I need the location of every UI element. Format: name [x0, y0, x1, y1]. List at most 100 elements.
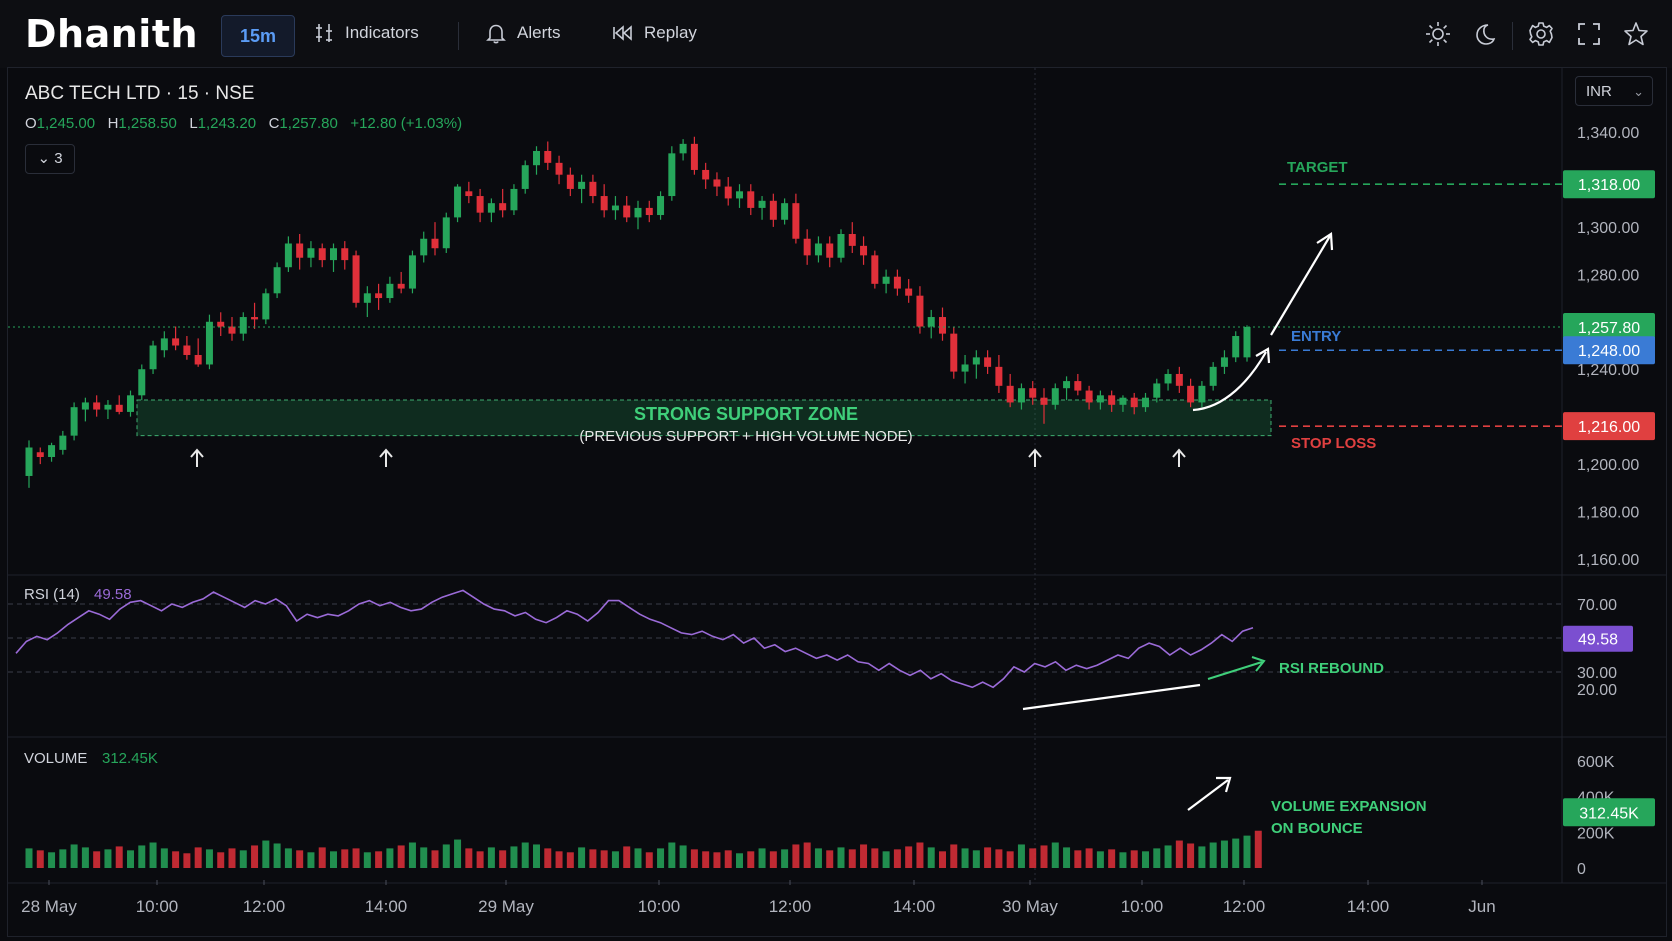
- time-label: 10:00: [638, 897, 681, 916]
- volume-bar: [1051, 842, 1059, 868]
- candle-body: [893, 276, 901, 289]
- candle-body: [995, 366, 1003, 386]
- candle-body: [1187, 385, 1195, 403]
- candle: [927, 309, 935, 339]
- toolbar-divider: [1512, 22, 1513, 50]
- sun-icon[interactable]: [1424, 20, 1452, 48]
- volume-bar: [972, 850, 980, 868]
- volume-bar: [160, 848, 168, 868]
- volume-bar: [555, 851, 563, 868]
- candle-body: [1096, 395, 1104, 403]
- price-tick-label: 1,160.00: [1577, 552, 1639, 569]
- timeframe-button[interactable]: 15m: [221, 15, 295, 57]
- candle-body: [1198, 385, 1206, 403]
- rsi-value-label: 49.58: [94, 586, 132, 603]
- volume-bar: [318, 847, 326, 868]
- stop-loss-price-label: 1,216.00: [1578, 419, 1640, 436]
- volume-bar: [138, 845, 146, 868]
- candle-body: [1232, 336, 1240, 358]
- candle: [228, 317, 236, 341]
- rsi-tick-label: 20.00: [1577, 682, 1617, 699]
- volume-bar: [769, 851, 777, 868]
- currency-select[interactable]: INR ⌄: [1575, 76, 1653, 106]
- star-icon[interactable]: [1622, 20, 1650, 48]
- candle-body: [408, 255, 416, 289]
- candle: [262, 288, 270, 325]
- gear-icon[interactable]: [1527, 20, 1555, 48]
- volume-bar: [149, 842, 157, 868]
- rsi-value-tag-label: 49.58: [1578, 632, 1618, 649]
- last-price-price-label: 1,257.80: [1578, 320, 1640, 337]
- candle: [510, 184, 518, 216]
- moon-icon[interactable]: [1470, 20, 1498, 48]
- candle: [386, 276, 394, 303]
- volume-value-tag: [1563, 798, 1655, 827]
- target-price-label: 1,318.00: [1578, 177, 1640, 194]
- support-zone-title: STRONG SUPPORT ZONE: [634, 404, 858, 424]
- time-label: 12:00: [1223, 897, 1266, 916]
- volume-bar: [916, 842, 924, 868]
- symbol-title[interactable]: ABC TECH LTD · 15 · NSE: [25, 83, 255, 104]
- volume-bar: [837, 847, 845, 868]
- time-label: 10:00: [136, 897, 179, 916]
- candle: [860, 236, 868, 265]
- candle-body: [318, 248, 326, 261]
- candle-body: [713, 179, 721, 187]
- volume-value-label: 312.45K: [102, 750, 158, 767]
- volume-bar: [544, 848, 552, 868]
- candle-body: [104, 404, 112, 410]
- candle: [1119, 395, 1127, 412]
- candle-body: [848, 234, 856, 246]
- candle-body: [724, 186, 732, 199]
- candle: [611, 196, 619, 220]
- candle-body: [645, 207, 653, 216]
- indicators-button[interactable]: Indicators: [313, 22, 419, 44]
- candle: [1108, 390, 1116, 412]
- volume-bar: [611, 851, 619, 868]
- candle: [160, 331, 168, 358]
- candle: [871, 250, 879, 289]
- candle: [1063, 376, 1071, 401]
- volume-bar: [657, 848, 665, 868]
- candle-body: [375, 293, 383, 299]
- candle-body: [363, 293, 371, 303]
- bell-icon: [486, 24, 506, 44]
- volume-value-tag-label: 312.45K: [1579, 805, 1639, 822]
- candle: [995, 354, 1003, 393]
- open-label: O: [25, 115, 37, 132]
- fullscreen-icon[interactable]: [1575, 20, 1603, 48]
- candle-body: [420, 238, 428, 256]
- replay-button[interactable]: Replay: [612, 22, 697, 44]
- price-tick-label: 1,180.00: [1577, 505, 1639, 522]
- candle: [205, 314, 213, 370]
- candle-body: [1130, 397, 1138, 408]
- stop-loss-label: STOP LOSS: [1291, 435, 1376, 452]
- rsi-trendline: [1022, 683, 1201, 711]
- last-price-price-tag: [1563, 312, 1655, 341]
- candle: [736, 184, 743, 208]
- candle-body: [397, 283, 405, 289]
- collapse-indicators-button[interactable]: ⌄ 3: [25, 144, 75, 174]
- candle: [1187, 378, 1195, 408]
- volume-bar: [228, 848, 236, 868]
- volume-bar: [397, 845, 405, 868]
- candle: [48, 442, 56, 462]
- time-label: 30 May: [1002, 897, 1058, 916]
- close-label: C: [268, 115, 280, 132]
- candle: [837, 229, 845, 263]
- volume-bar: [442, 844, 450, 868]
- volume-bar: [1142, 851, 1149, 868]
- volume-bar: [115, 846, 123, 868]
- time-label: 28 May: [21, 897, 77, 916]
- volume-tick-label: 0: [1577, 861, 1586, 878]
- volume-bar: [702, 851, 710, 868]
- alerts-button[interactable]: Alerts: [485, 22, 560, 44]
- volume-bar: [1029, 848, 1037, 868]
- volume-bar: [826, 850, 834, 868]
- candle: [273, 262, 281, 299]
- volume-bar: [104, 849, 112, 868]
- volume-bar: [183, 853, 191, 868]
- candle-body: [758, 200, 766, 208]
- volume-bar: [251, 845, 259, 868]
